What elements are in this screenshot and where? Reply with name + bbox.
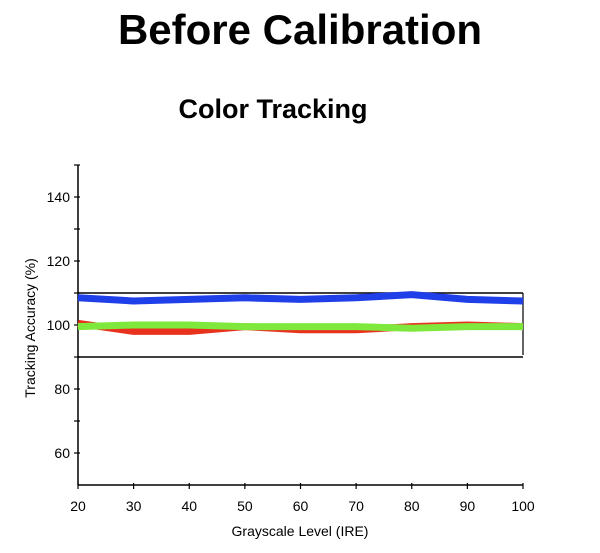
chart-title: Color Tracking [178, 94, 368, 124]
x-tick-label: 30 [126, 498, 142, 514]
series-layer [77, 291, 524, 335]
page-title: Before Calibration [117, 6, 483, 53]
x-tick-label: 20 [70, 498, 86, 514]
x-axis-label: Grayscale Level (IRE) [232, 523, 369, 539]
y-tick-label: 100 [47, 317, 71, 333]
series-line-3 [77, 321, 523, 332]
y-tick-label: 120 [47, 253, 71, 269]
y-tick-label: 60 [54, 445, 70, 461]
x-tick-label: 90 [460, 498, 476, 514]
y-axis-label: Tracking Accuracy (%) [22, 258, 38, 398]
x-tick-label: 40 [181, 498, 197, 514]
x-tick-label: 50 [237, 498, 253, 514]
series-line-2 [77, 291, 524, 305]
y-tick-label: 80 [54, 381, 70, 397]
x-tick-label: 60 [293, 498, 309, 514]
x-tick-label: 70 [348, 498, 364, 514]
reference-lines [78, 292, 523, 358]
x-tick-label: 100 [511, 498, 535, 514]
y-tick-labels: 60 80 100 120 140 [47, 189, 71, 461]
x-tick-labels: 20 30 40 50 60 70 80 90 100 [70, 498, 535, 514]
y-tick-label: 140 [47, 189, 71, 205]
x-tick-label: 80 [404, 498, 420, 514]
